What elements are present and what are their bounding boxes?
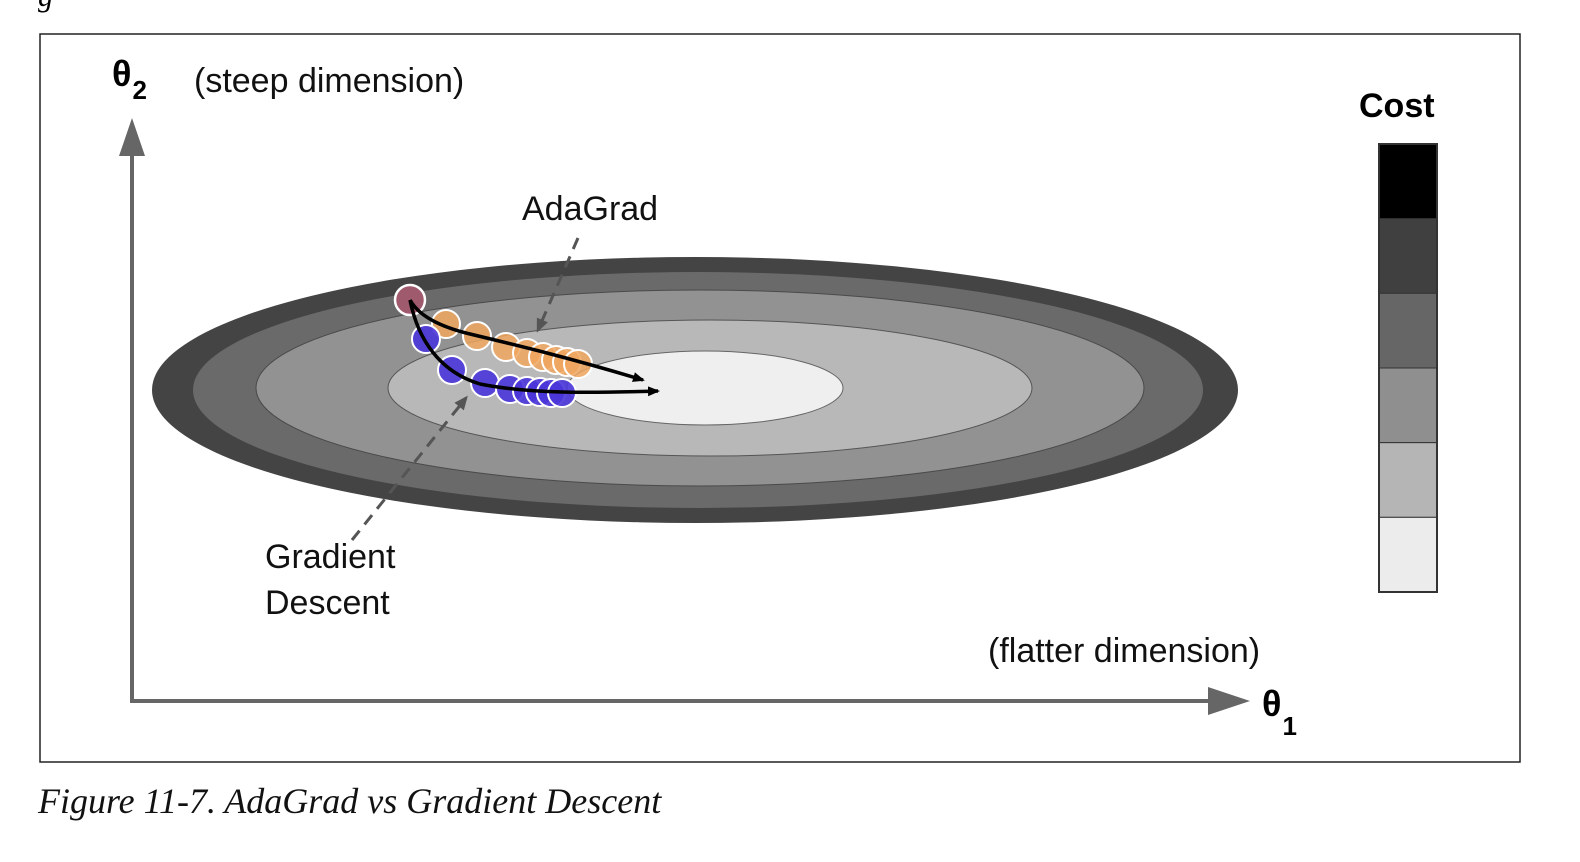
gd-label-line1: Gradient — [265, 538, 396, 576]
cost-legend-swatch — [1379, 517, 1437, 592]
cost-legend-swatch — [1379, 219, 1437, 294]
gd-label-line2: Descent — [265, 584, 390, 622]
cost-legend-swatches — [1379, 144, 1437, 592]
cost-contours — [152, 257, 1238, 523]
gd-point — [412, 325, 440, 353]
x-axis-note: (flatter dimension) — [988, 632, 1260, 670]
cost-legend-swatch — [1379, 144, 1437, 219]
contour-center — [567, 351, 843, 425]
header-fragment: g — [38, 0, 53, 13]
adagrad-label: AdaGrad — [522, 190, 658, 228]
y-axis-note: (steep dimension) — [194, 62, 464, 100]
cost-legend-title: Cost — [1359, 87, 1435, 125]
figure-caption: Figure 11-7. AdaGrad vs Gradient Descent — [37, 781, 662, 821]
cost-legend-swatch — [1379, 368, 1437, 443]
cost-legend-swatch — [1379, 293, 1437, 368]
cost-legend-swatch — [1379, 443, 1437, 518]
